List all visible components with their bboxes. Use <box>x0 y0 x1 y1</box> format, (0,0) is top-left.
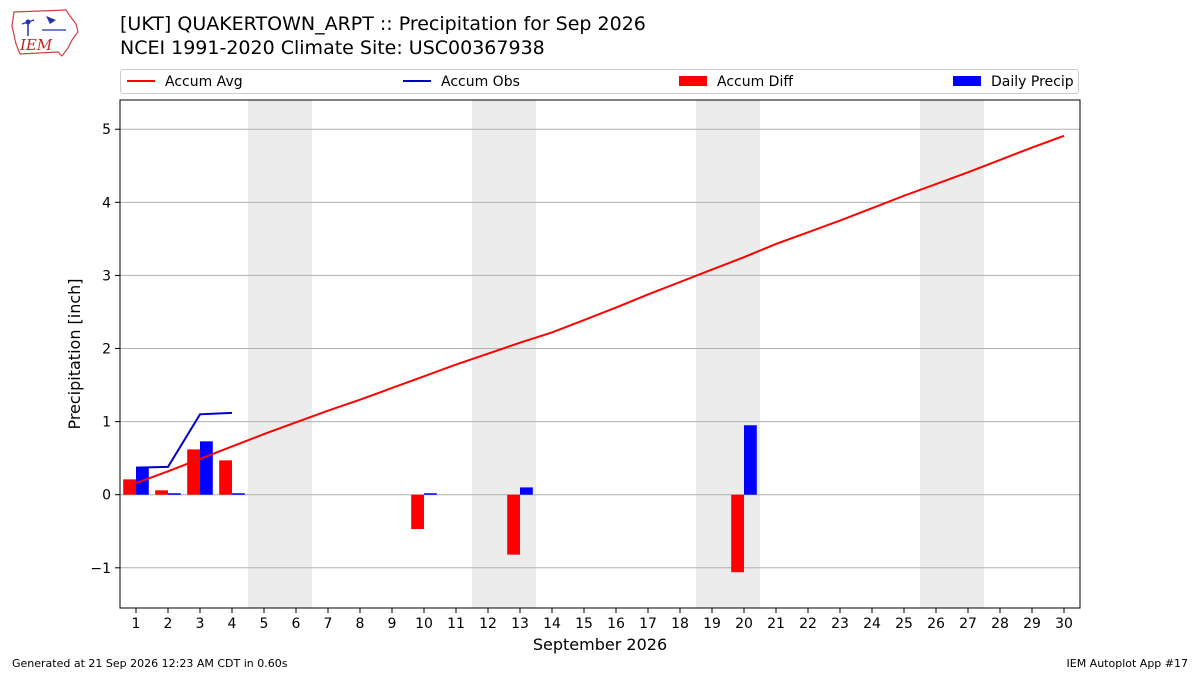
footer-generated: Generated at 21 Sep 2026 12:23 AM CDT in… <box>12 657 288 670</box>
daily-precip-bar <box>520 487 533 495</box>
x-tick-label: 24 <box>863 616 881 632</box>
x-tick-label: 1 <box>132 616 141 632</box>
legend-label-accum-obs: Accum Obs <box>441 74 520 90</box>
accum-diff-bar <box>155 490 168 495</box>
x-tick-label: 22 <box>799 616 817 632</box>
legend-swatch-daily-precip <box>953 76 981 86</box>
x-tick-label: 14 <box>543 616 561 632</box>
chart-title-line1: [UKT] QUAKERTOWN_ARPT :: Precipitation f… <box>120 13 646 35</box>
legend-item-accum-avg: Accum Avg <box>127 73 243 91</box>
x-tick-label: 21 <box>767 616 785 632</box>
chart-title: [UKT] QUAKERTOWN_ARPT :: Precipitation f… <box>120 12 646 60</box>
x-tick-label: 11 <box>447 616 465 632</box>
chart-title-line2: NCEI 1991-2020 Climate Site: USC00367938 <box>120 37 545 59</box>
y-axis-label: Precipitation [inch] <box>65 278 84 429</box>
x-tick-label: 27 <box>959 616 977 632</box>
weekend-band <box>472 100 536 608</box>
x-tick-label: 26 <box>927 616 945 632</box>
x-tick-label: 19 <box>703 616 721 632</box>
x-tick-label: 15 <box>575 616 593 632</box>
daily-precip-bar <box>744 425 757 495</box>
accum-avg-line <box>135 134 1065 484</box>
y-tick-label: 0 <box>102 488 111 504</box>
x-tick-label: 30 <box>1055 616 1073 632</box>
accum-diff-bar <box>731 494 744 573</box>
daily-precip-bar <box>232 493 245 495</box>
accum-diff-bar <box>219 460 232 495</box>
accum-diff-bar <box>123 479 136 495</box>
y-tick-label: 2 <box>102 342 111 358</box>
x-tick-label: 6 <box>292 616 301 632</box>
legend-label-accum-avg: Accum Avg <box>165 74 243 90</box>
x-tick-label: 3 <box>196 616 205 632</box>
x-tick-label: 20 <box>735 616 753 632</box>
x-axis-label: September 2026 <box>533 635 667 654</box>
daily-precip-bar <box>168 493 181 495</box>
weekend-band <box>248 100 312 608</box>
x-tick-label: 8 <box>356 616 365 632</box>
accum-obs-line <box>135 411 233 469</box>
iem-logo: IEM <box>11 9 79 57</box>
svg-text:IEM: IEM <box>19 36 53 54</box>
y-tick-label: 5 <box>102 122 111 138</box>
weekend-band <box>920 100 984 608</box>
y-tick-label: −1 <box>90 561 111 577</box>
x-tick-label: 12 <box>479 616 497 632</box>
legend-label-daily-precip: Daily Precip <box>991 74 1074 90</box>
legend-swatch-accum-diff <box>679 76 707 86</box>
x-tick-label: 2 <box>164 616 173 632</box>
footer-app-name: IEM Autoplot App #17 <box>1066 657 1189 670</box>
legend-swatch-accum-obs <box>403 80 431 82</box>
accum-diff-bar <box>187 449 200 495</box>
x-tick-label: 13 <box>511 616 529 632</box>
legend-item-accum-diff: Accum Diff <box>679 73 793 91</box>
daily-precip-bar <box>424 493 437 495</box>
x-tick-label: 7 <box>324 616 333 632</box>
plot-frame <box>119 99 1081 609</box>
daily-precip-bar <box>200 441 213 495</box>
chart-legend: Accum Avg Accum Obs Accum Diff Daily Pre… <box>120 69 1079 94</box>
y-tick-label: 3 <box>102 268 111 284</box>
x-tick-label: 4 <box>228 616 237 632</box>
y-tick-label: 1 <box>102 415 111 431</box>
x-tick-label: 25 <box>895 616 913 632</box>
legend-label-accum-diff: Accum Diff <box>717 74 794 90</box>
x-tick-label: 5 <box>260 616 269 632</box>
x-tick-label: 16 <box>607 616 625 632</box>
x-tick-label: 28 <box>991 616 1009 632</box>
y-tick-label: 4 <box>102 195 111 211</box>
legend-item-daily-precip: Daily Precip <box>953 73 1074 91</box>
x-tick-label: 29 <box>1023 616 1041 632</box>
legend-swatch-accum-avg <box>127 80 155 82</box>
legend-item-accum-obs: Accum Obs <box>403 73 520 91</box>
x-tick-label: 23 <box>831 616 849 632</box>
x-tick-label: 18 <box>671 616 689 632</box>
x-tick-label: 10 <box>415 616 433 632</box>
x-tick-label: 9 <box>388 616 397 632</box>
accum-diff-bar <box>411 494 424 530</box>
accum-diff-bar <box>507 494 520 555</box>
weekend-band <box>696 100 760 608</box>
x-tick-label: 17 <box>639 616 657 632</box>
